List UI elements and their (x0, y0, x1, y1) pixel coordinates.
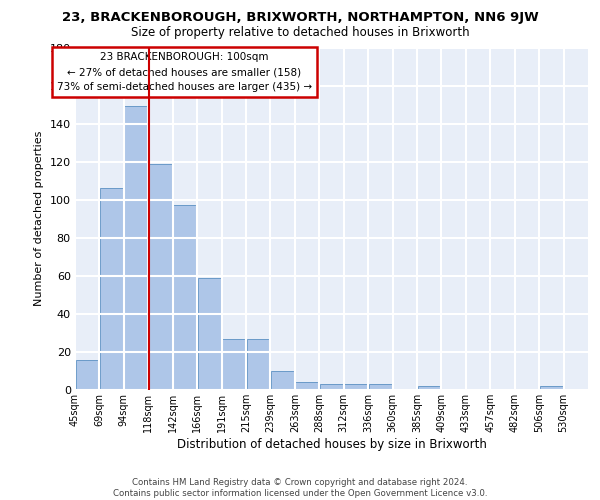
Bar (539, 386, 563, 390)
Bar (149, 164, 172, 390)
Text: 23 BRACKENBOROUGH: 100sqm
← 27% of detached houses are smaller (158)
73% of semi: 23 BRACKENBOROUGH: 100sqm ← 27% of detac… (57, 52, 312, 92)
Bar (271, 371, 295, 390)
Bar (76, 360, 99, 390)
Bar (124, 106, 148, 390)
Text: Contains HM Land Registry data © Crown copyright and database right 2024.
Contai: Contains HM Land Registry data © Crown c… (113, 478, 487, 498)
Bar (295, 382, 319, 390)
Bar (222, 338, 245, 390)
X-axis label: Distribution of detached houses by size in Brixworth: Distribution of detached houses by size … (176, 438, 487, 450)
Text: 23, BRACKENBOROUGH, BRIXWORTH, NORTHAMPTON, NN6 9JW: 23, BRACKENBOROUGH, BRIXWORTH, NORTHAMPT… (62, 11, 538, 24)
Bar (247, 338, 270, 390)
Bar (173, 206, 197, 390)
Bar (197, 278, 221, 390)
Bar (344, 384, 368, 390)
Bar (418, 386, 441, 390)
Bar (100, 188, 124, 390)
Bar (320, 384, 343, 390)
Text: Size of property relative to detached houses in Brixworth: Size of property relative to detached ho… (131, 26, 469, 39)
Bar (368, 384, 392, 390)
Y-axis label: Number of detached properties: Number of detached properties (34, 131, 44, 306)
